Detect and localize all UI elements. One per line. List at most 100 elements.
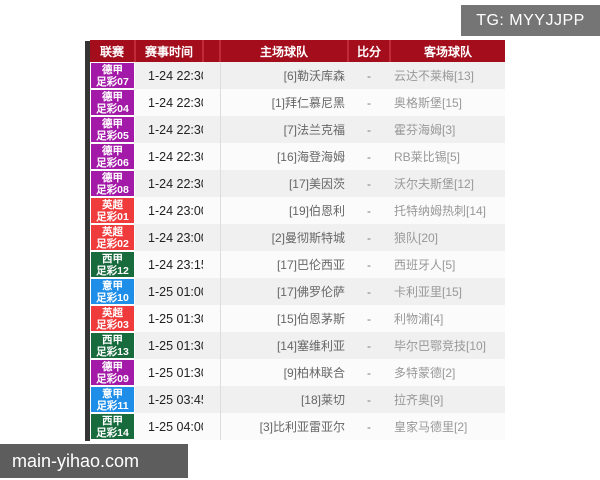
- match-time: 1-24 22:30: [135, 143, 203, 170]
- match-time: 1-25 01:30: [135, 359, 203, 386]
- table-row[interactable]: 西甲 足彩13 1-25 01:30 [14]塞维利亚 - 毕尔巴鄂竞技[10]: [90, 332, 505, 359]
- spacer-cell: [203, 359, 221, 386]
- home-team: [9]柏林联合: [220, 359, 348, 386]
- spacer-cell: [203, 116, 221, 143]
- away-team: 西班牙人[5]: [390, 251, 505, 278]
- table-row[interactable]: 德甲 足彩06 1-24 22:30 [16]海登海姆 - RB莱比锡[5]: [90, 143, 505, 170]
- lottery-code: 足彩02: [96, 237, 129, 250]
- table-row[interactable]: 英超 足彩03 1-25 01:30 [15]伯恩茅斯 - 利物浦[4]: [90, 305, 505, 332]
- home-team: [19]伯恩利: [220, 197, 348, 224]
- table-row[interactable]: 德甲 足彩04 1-24 22:30 [1]拜仁慕尼黑 - 奥格斯堡[15]: [90, 89, 505, 116]
- home-team: [1]拜仁慕尼黑: [220, 89, 348, 116]
- home-team: [15]伯恩茅斯: [220, 305, 348, 332]
- table-row[interactable]: 德甲 足彩08 1-24 22:30 [17]美因茨 - 沃尔夫斯堡[12]: [90, 170, 505, 197]
- score: -: [348, 116, 390, 143]
- match-schedule-table: 联赛 赛事时间 主场球队 比分 客场球队 德甲 足彩07 1-24 22:30 …: [90, 40, 505, 440]
- away-team: 狼队[20]: [390, 224, 505, 251]
- spacer-cell: [203, 224, 221, 251]
- league-name: 英超: [102, 198, 123, 211]
- lottery-code: 足彩03: [96, 318, 129, 331]
- league-name: 德甲: [102, 63, 123, 76]
- league-name: 西甲: [102, 333, 123, 346]
- home-team: [17]佛罗伦萨: [220, 278, 348, 305]
- home-team: [14]塞维利亚: [220, 332, 348, 359]
- league-cell: 意甲 足彩11: [90, 386, 135, 413]
- home-team: [16]海登海姆: [220, 143, 348, 170]
- table-row[interactable]: 意甲 足彩10 1-25 01:00 [17]佛罗伦萨 - 卡利亚里[15]: [90, 278, 505, 305]
- home-team: [17]巴伦西亚: [220, 251, 348, 278]
- spacer-cell: [203, 143, 221, 170]
- match-time: 1-24 23:00: [135, 224, 203, 251]
- league-name: 德甲: [102, 360, 123, 373]
- lottery-code: 足彩13: [96, 345, 129, 358]
- score: -: [348, 62, 390, 89]
- table-row[interactable]: 英超 足彩01 1-24 23:00 [19]伯恩利 - 托特纳姆热刺[14]: [90, 197, 505, 224]
- header-home-team: 主场球队: [219, 40, 348, 62]
- league-cell: 英超 足彩02: [90, 224, 135, 251]
- league-name: 德甲: [102, 117, 123, 130]
- header-league: 联赛: [90, 40, 135, 62]
- home-team: [7]法兰克福: [220, 116, 348, 143]
- away-team: 奥格斯堡[15]: [390, 89, 505, 116]
- away-team: 托特纳姆热刺[14]: [390, 197, 505, 224]
- league-name: 德甲: [102, 144, 123, 157]
- table-row[interactable]: 德甲 足彩07 1-24 22:30 [6]勒沃库森 - 云达不莱梅[13]: [90, 62, 505, 89]
- league-name: 德甲: [102, 90, 123, 103]
- league-cell: 德甲 足彩07: [90, 62, 135, 89]
- table-row[interactable]: 西甲 足彩14 1-25 04:00 [3]比利亚雷亚尔 - 皇家马德里[2]: [90, 413, 505, 440]
- league-badge: 意甲 足彩10: [91, 279, 134, 304]
- match-time: 1-25 01:30: [135, 305, 203, 332]
- header-score: 比分: [347, 40, 390, 62]
- away-team: 拉齐奥[9]: [390, 386, 505, 413]
- table-row[interactable]: 英超 足彩02 1-24 23:00 [2]曼彻斯特城 - 狼队[20]: [90, 224, 505, 251]
- lottery-code: 足彩07: [96, 75, 129, 88]
- league-badge: 德甲 足彩08: [91, 171, 134, 196]
- away-team: 皇家马德里[2]: [390, 413, 505, 440]
- league-badge: 德甲 足彩06: [91, 144, 134, 169]
- league-cell: 西甲 足彩12: [90, 251, 135, 278]
- home-team: [2]曼彻斯特城: [220, 224, 348, 251]
- score: -: [348, 386, 390, 413]
- league-name: 德甲: [102, 171, 123, 184]
- home-team: [17]美因茨: [220, 170, 348, 197]
- away-team: 云达不莱梅[13]: [390, 62, 505, 89]
- score: -: [348, 224, 390, 251]
- league-name: 意甲: [102, 387, 123, 400]
- spacer-cell: [203, 278, 221, 305]
- match-time: 1-24 22:30: [135, 89, 203, 116]
- away-team: 多特蒙德[2]: [390, 359, 505, 386]
- league-badge: 意甲 足彩11: [91, 387, 134, 412]
- league-cell: 德甲 足彩06: [90, 143, 135, 170]
- away-team: 利物浦[4]: [390, 305, 505, 332]
- spacer-cell: [203, 197, 221, 224]
- header-time: 赛事时间: [134, 40, 203, 62]
- spacer-cell: [203, 332, 221, 359]
- league-badge: 英超 足彩03: [91, 306, 134, 331]
- away-team: 毕尔巴鄂竞技[10]: [390, 332, 505, 359]
- score: -: [348, 332, 390, 359]
- score: -: [348, 170, 390, 197]
- spacer-cell: [203, 89, 221, 116]
- table-row[interactable]: 德甲 足彩09 1-25 01:30 [9]柏林联合 - 多特蒙德[2]: [90, 359, 505, 386]
- lottery-code: 足彩14: [96, 426, 129, 439]
- home-team: [3]比利亚雷亚尔: [220, 413, 348, 440]
- score: -: [348, 305, 390, 332]
- league-cell: 西甲 足彩13: [90, 332, 135, 359]
- site-watermark: main-yihao.com: [0, 444, 188, 478]
- match-time: 1-24 23:00: [135, 197, 203, 224]
- league-cell: 英超 足彩01: [90, 197, 135, 224]
- league-badge: 英超 足彩02: [91, 225, 134, 250]
- match-time: 1-25 01:30: [135, 332, 203, 359]
- table-row[interactable]: 西甲 足彩12 1-24 23:15 [17]巴伦西亚 - 西班牙人[5]: [90, 251, 505, 278]
- table-row[interactable]: 德甲 足彩05 1-24 22:30 [7]法兰克福 - 霍芬海姆[3]: [90, 116, 505, 143]
- score: -: [348, 197, 390, 224]
- match-time: 1-24 23:15: [135, 251, 203, 278]
- header-spacer: [202, 40, 220, 62]
- league-cell: 意甲 足彩10: [90, 278, 135, 305]
- spacer-cell: [203, 251, 221, 278]
- league-cell: 德甲 足彩05: [90, 116, 135, 143]
- away-team: 卡利亚里[15]: [390, 278, 505, 305]
- table-row[interactable]: 意甲 足彩11 1-25 03:45 [18]莱切 - 拉齐奥[9]: [90, 386, 505, 413]
- league-name: 意甲: [102, 279, 123, 292]
- league-cell: 西甲 足彩14: [90, 413, 135, 440]
